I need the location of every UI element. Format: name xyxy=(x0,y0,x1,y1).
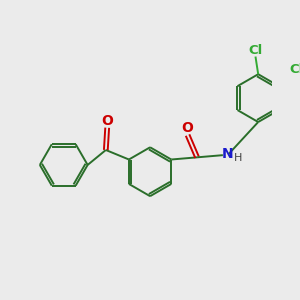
Text: N: N xyxy=(222,147,234,161)
Text: H: H xyxy=(234,153,242,164)
Text: O: O xyxy=(182,121,194,135)
Text: Cl: Cl xyxy=(290,63,300,76)
Text: O: O xyxy=(101,114,113,128)
Text: Cl: Cl xyxy=(248,44,262,57)
